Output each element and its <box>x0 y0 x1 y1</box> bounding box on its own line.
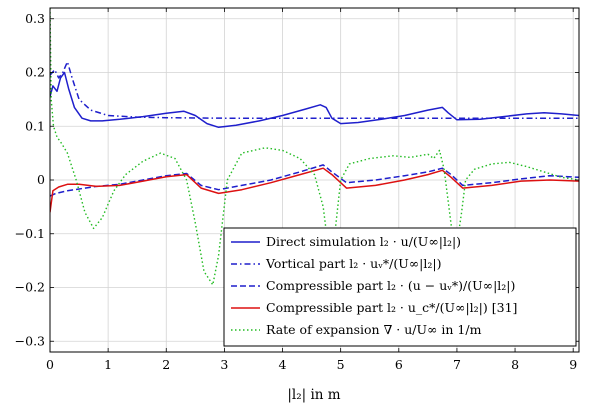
x-tick-label: 8 <box>511 357 519 372</box>
legend-label-1: Direct simulation l₂ · u/(U∞|l₂|) <box>266 234 461 249</box>
y-tick-label: 0.1 <box>25 118 45 133</box>
legend: Direct simulation l₂ · u/(U∞|l₂|) Vortica… <box>223 227 577 347</box>
x-tick-label: 5 <box>337 357 345 372</box>
x-tick-label: 0 <box>46 357 54 372</box>
y-tick-label: 0.2 <box>25 65 45 80</box>
x-tick-label: 7 <box>453 357 461 372</box>
x-axis-label: |l₂| in m <box>287 387 340 403</box>
legend-label-4: Compressible part l₂ · u_c*/(U∞|l₂|) [31… <box>266 300 517 315</box>
series-line-2 <box>50 61 579 119</box>
y-tick-label: −0.3 <box>15 333 45 348</box>
x-tick-labels: 0 1 2 3 4 5 6 7 8 9 <box>46 357 577 372</box>
legend-box <box>223 227 577 347</box>
y-tick-label: −0.1 <box>15 226 45 241</box>
legend-label-2: Vortical part l₂ · uᵥ*/(U∞|l₂|) <box>265 256 441 271</box>
series-layer <box>50 8 579 286</box>
y-tick-label: −0.2 <box>15 280 45 295</box>
x-tick-label: 3 <box>220 357 228 372</box>
x-tick-label: 4 <box>279 357 287 372</box>
y-tick-label: 0 <box>37 172 45 187</box>
series-line-5 <box>50 8 579 286</box>
legend-label-5: Rate of expansion ∇ · u/U∞ in 1/m <box>266 322 482 337</box>
x-tick-label: 9 <box>569 357 577 372</box>
y-tick-labels: −0.3 −0.2 −0.1 0 0.1 0.2 0.3 <box>15 11 45 349</box>
legend-label-3: Compressible part l₂ · (u − uᵥ*)/(U∞|l₂|… <box>266 278 515 293</box>
series-line-4 <box>50 167 579 213</box>
x-tick-label: 1 <box>104 357 112 372</box>
x-tick-label: 2 <box>162 357 170 372</box>
y-tick-label: 0.3 <box>25 11 45 26</box>
x-tick-label: 6 <box>395 357 403 372</box>
